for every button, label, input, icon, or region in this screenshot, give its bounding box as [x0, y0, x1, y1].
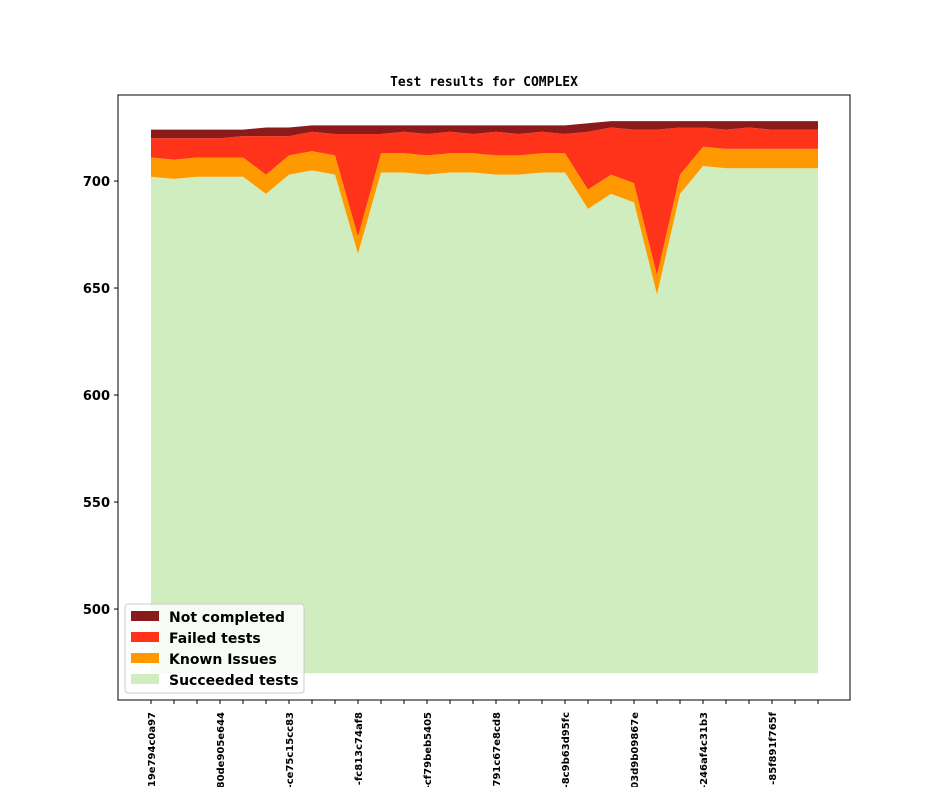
x-tick-label: -ce75c15cc83	[285, 712, 296, 787]
legend-label: Known Issues	[169, 652, 277, 668]
chart-title: Test results for COMPLEX	[390, 75, 578, 90]
y-tick-label: 550	[83, 496, 110, 511]
area-not-completed	[151, 121, 818, 139]
x-tick-label: -791c67e8cd8	[492, 712, 503, 787]
x-tick-label: 80de905e644	[216, 712, 227, 787]
legend-label: Not completed	[169, 610, 285, 626]
x-tick-label: -cf79beb5405	[423, 712, 434, 787]
legend-label: Succeeded tests	[169, 673, 299, 689]
x-tick-label: -246af4c31b3	[699, 712, 710, 787]
legend: Not completed Failed tests Known Issues Suc…	[124, 603, 305, 694]
area-known-issues	[151, 146, 818, 295]
x-tick-label: -8c9b63d95fc	[561, 712, 572, 787]
y-tick-label: 600	[83, 389, 110, 404]
legend-label: Failed tests	[169, 631, 261, 647]
x-tick-label: 03d9b09867e	[630, 712, 641, 787]
y-tick-label: 650	[83, 282, 110, 297]
x-tick-label: -85f891f765f	[768, 711, 779, 785]
legend-swatch	[131, 632, 159, 642]
y-tick-label: 500	[83, 603, 110, 618]
x-tick-label: -fc813c74af8	[354, 712, 365, 785]
plot-frame	[117, 94, 851, 701]
area-failed-tests	[151, 127, 818, 276]
legend-box	[124, 603, 305, 694]
legend-swatch	[131, 611, 159, 621]
area-succeeded-tests	[151, 166, 818, 674]
y-tick-label: 700	[83, 175, 110, 190]
x-tick-label: 19e794c0a97	[147, 712, 158, 787]
legend-swatch	[131, 674, 159, 684]
legend-swatch	[131, 653, 159, 663]
